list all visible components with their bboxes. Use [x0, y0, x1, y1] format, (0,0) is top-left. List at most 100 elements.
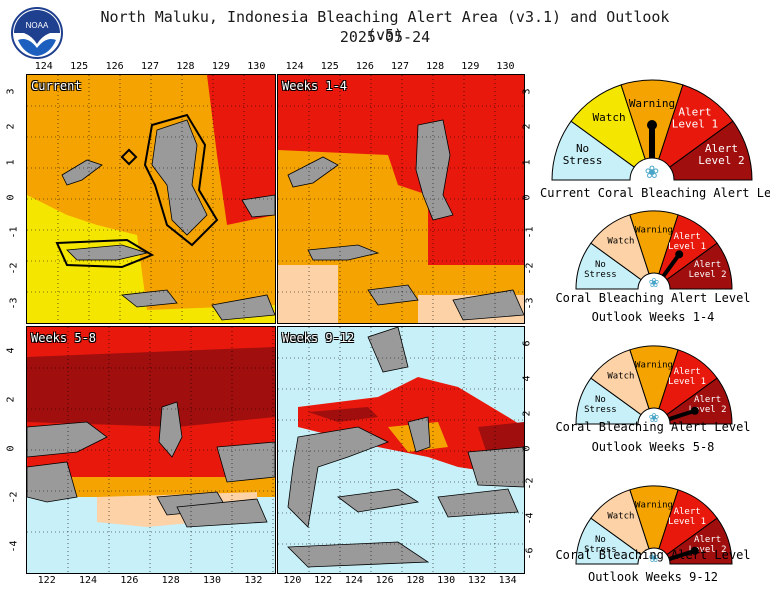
current-y-tick: -2 [8, 262, 20, 275]
current-y-tick: -3 [8, 297, 20, 310]
weeks-5-8-y-tick: -4 [8, 540, 20, 553]
land-sulawesi-south [27, 461, 78, 503]
land-halmahera [407, 416, 431, 453]
weeks-5-8-x-tick: 132 [244, 575, 263, 586]
gauge-caption-period: Outlook Weeks 9-12 [587, 570, 719, 584]
weeks-9-12-x-tick: 132 [467, 575, 486, 586]
weeks-9-12-y-tick: -4 [524, 512, 536, 525]
land-buru [367, 284, 419, 306]
weeks-5-8-y-tick: 0 [5, 445, 17, 452]
weeks-9-12-y-tick: 2 [521, 410, 533, 417]
panel-label-weeks-1-4: Weeks 1-4 [282, 79, 348, 93]
gauge-label-watch: Watch [607, 371, 634, 381]
weeks-9-12-x-tick: 128 [406, 575, 425, 586]
gauge-label-alert2: Alert Level 2 [698, 142, 744, 167]
weeks-9-12-y-tick: 6 [521, 340, 533, 347]
land-sulawesi [287, 426, 389, 528]
gauge-label-warning: Warning [635, 361, 673, 371]
weeks-5-8-x-tick: 124 [79, 575, 98, 586]
weeks-5-8-y-tick: 4 [5, 347, 17, 354]
weeks-5-8-y-tick: 2 [5, 396, 17, 403]
land-buru [336, 488, 420, 513]
gauge-label-warning: Warning [635, 501, 673, 511]
panel-label-weeks-9-12: Weeks 9-12 [282, 331, 355, 345]
gauge-caption-period: Outlook Weeks 1-4 [591, 310, 715, 324]
weeks-9-12-x-tick: 124 [344, 575, 363, 586]
gauge-segment-alert2 [666, 242, 733, 290]
weeks-9-12-x-tick: 130 [437, 575, 456, 586]
gauge-label-watch: Watch [593, 111, 626, 124]
coral-icon: ❀ [649, 407, 659, 426]
gauge-needle-tip [690, 406, 699, 415]
coral-icon: ❀ [645, 159, 659, 182]
gauge-needle [668, 408, 696, 421]
weeks-1-4-y-tick: 3 [521, 88, 533, 95]
land-buru [120, 289, 178, 308]
coral-icon: ❀ [649, 272, 659, 291]
land-seram [437, 488, 519, 518]
gauge-label-alert1: Alert Level 1 [668, 232, 706, 252]
land-halmahera [415, 119, 454, 221]
gauge-label-alert2: Alert Level 2 [689, 395, 727, 415]
gauge-label-alert2: Alert Level 2 [689, 260, 727, 280]
gauge-label-warning: Warning [629, 97, 675, 110]
land-seram [176, 498, 268, 528]
gauge-label-no_stress: No Stress [584, 535, 617, 555]
weeks-9-12-y-tick: -6 [524, 547, 536, 560]
land-seram [452, 289, 524, 321]
land-sulawesi [27, 421, 108, 458]
weeks-1-4-y-tick: 1 [521, 159, 533, 166]
current-y-tick: 2 [5, 123, 17, 130]
gauge-label-no_stress: No Stress [563, 142, 603, 167]
gauge-label-no_stress: No Stress [584, 395, 617, 415]
noaa-logo: NOAA [11, 7, 63, 59]
gauge-caption: Current Coral Bleaching Alert Level [540, 186, 770, 200]
weeks-9-12-x-tick: 122 [314, 575, 333, 586]
page-title: North Maluku, Indonesia Bleaching Alert … [100, 8, 670, 44]
weeks-1-4-y-tick: -1 [524, 226, 536, 239]
current-y-tick: -1 [8, 226, 20, 239]
panel-label-current: Current [31, 79, 82, 93]
gauge-label-no_stress: No Stress [584, 260, 617, 280]
land-halmahera [151, 119, 208, 236]
current-y-tick: 1 [5, 159, 17, 166]
gauge-needle [661, 253, 681, 278]
weeks-1-4-x-tick: 126 [355, 61, 374, 72]
gauge-caption: Coral Bleaching Alert Level [555, 548, 751, 562]
weeks-5-8-x-tick: 128 [161, 575, 180, 586]
current-x-tick: 130 [247, 61, 266, 72]
page-date: 2025-05-24 [339, 28, 431, 46]
map-weeks-9-12: Weeks 9-12 [277, 326, 525, 574]
weeks-1-4-x-tick: 124 [285, 61, 304, 72]
land-halmahera [158, 401, 183, 458]
gauge-needle-tip [647, 120, 657, 130]
panel-label-weeks-5-8: Weeks 5-8 [31, 331, 97, 345]
gauge-label-alert1: Alert Level 1 [668, 367, 706, 387]
weeks-1-4-x-tick: 130 [496, 61, 515, 72]
gauge-label-watch: Watch [607, 236, 634, 246]
land-papua [216, 441, 275, 483]
current-x-tick: 126 [105, 61, 124, 72]
coral-icon: ❀ [649, 547, 659, 566]
gauge-needle-tip [690, 546, 699, 555]
map-weeks-1-4: Weeks 1-4 [277, 74, 525, 324]
weeks-9-12-y-tick: 4 [521, 375, 533, 382]
current-x-tick: 124 [34, 61, 53, 72]
svg-text:NOAA: NOAA [26, 21, 49, 30]
land-sulawesi-north [61, 159, 103, 186]
current-y-tick: 3 [5, 88, 17, 95]
gauge-label-alert1: Alert Level 1 [668, 507, 706, 527]
land-nusa-tenggara [287, 541, 430, 568]
weeks-1-4-x-tick: 129 [461, 61, 480, 72]
gauge-label-alert1: Alert Level 1 [672, 105, 718, 130]
weeks-1-4-x-tick: 128 [426, 61, 445, 72]
land-waigeo [241, 194, 275, 218]
current-x-tick: 125 [70, 61, 89, 72]
gauge-segment-alert2 [669, 120, 753, 181]
land-sula [66, 244, 149, 261]
weeks-1-4-y-tick: 2 [521, 123, 533, 130]
weeks-9-12-x-tick: 126 [375, 575, 394, 586]
